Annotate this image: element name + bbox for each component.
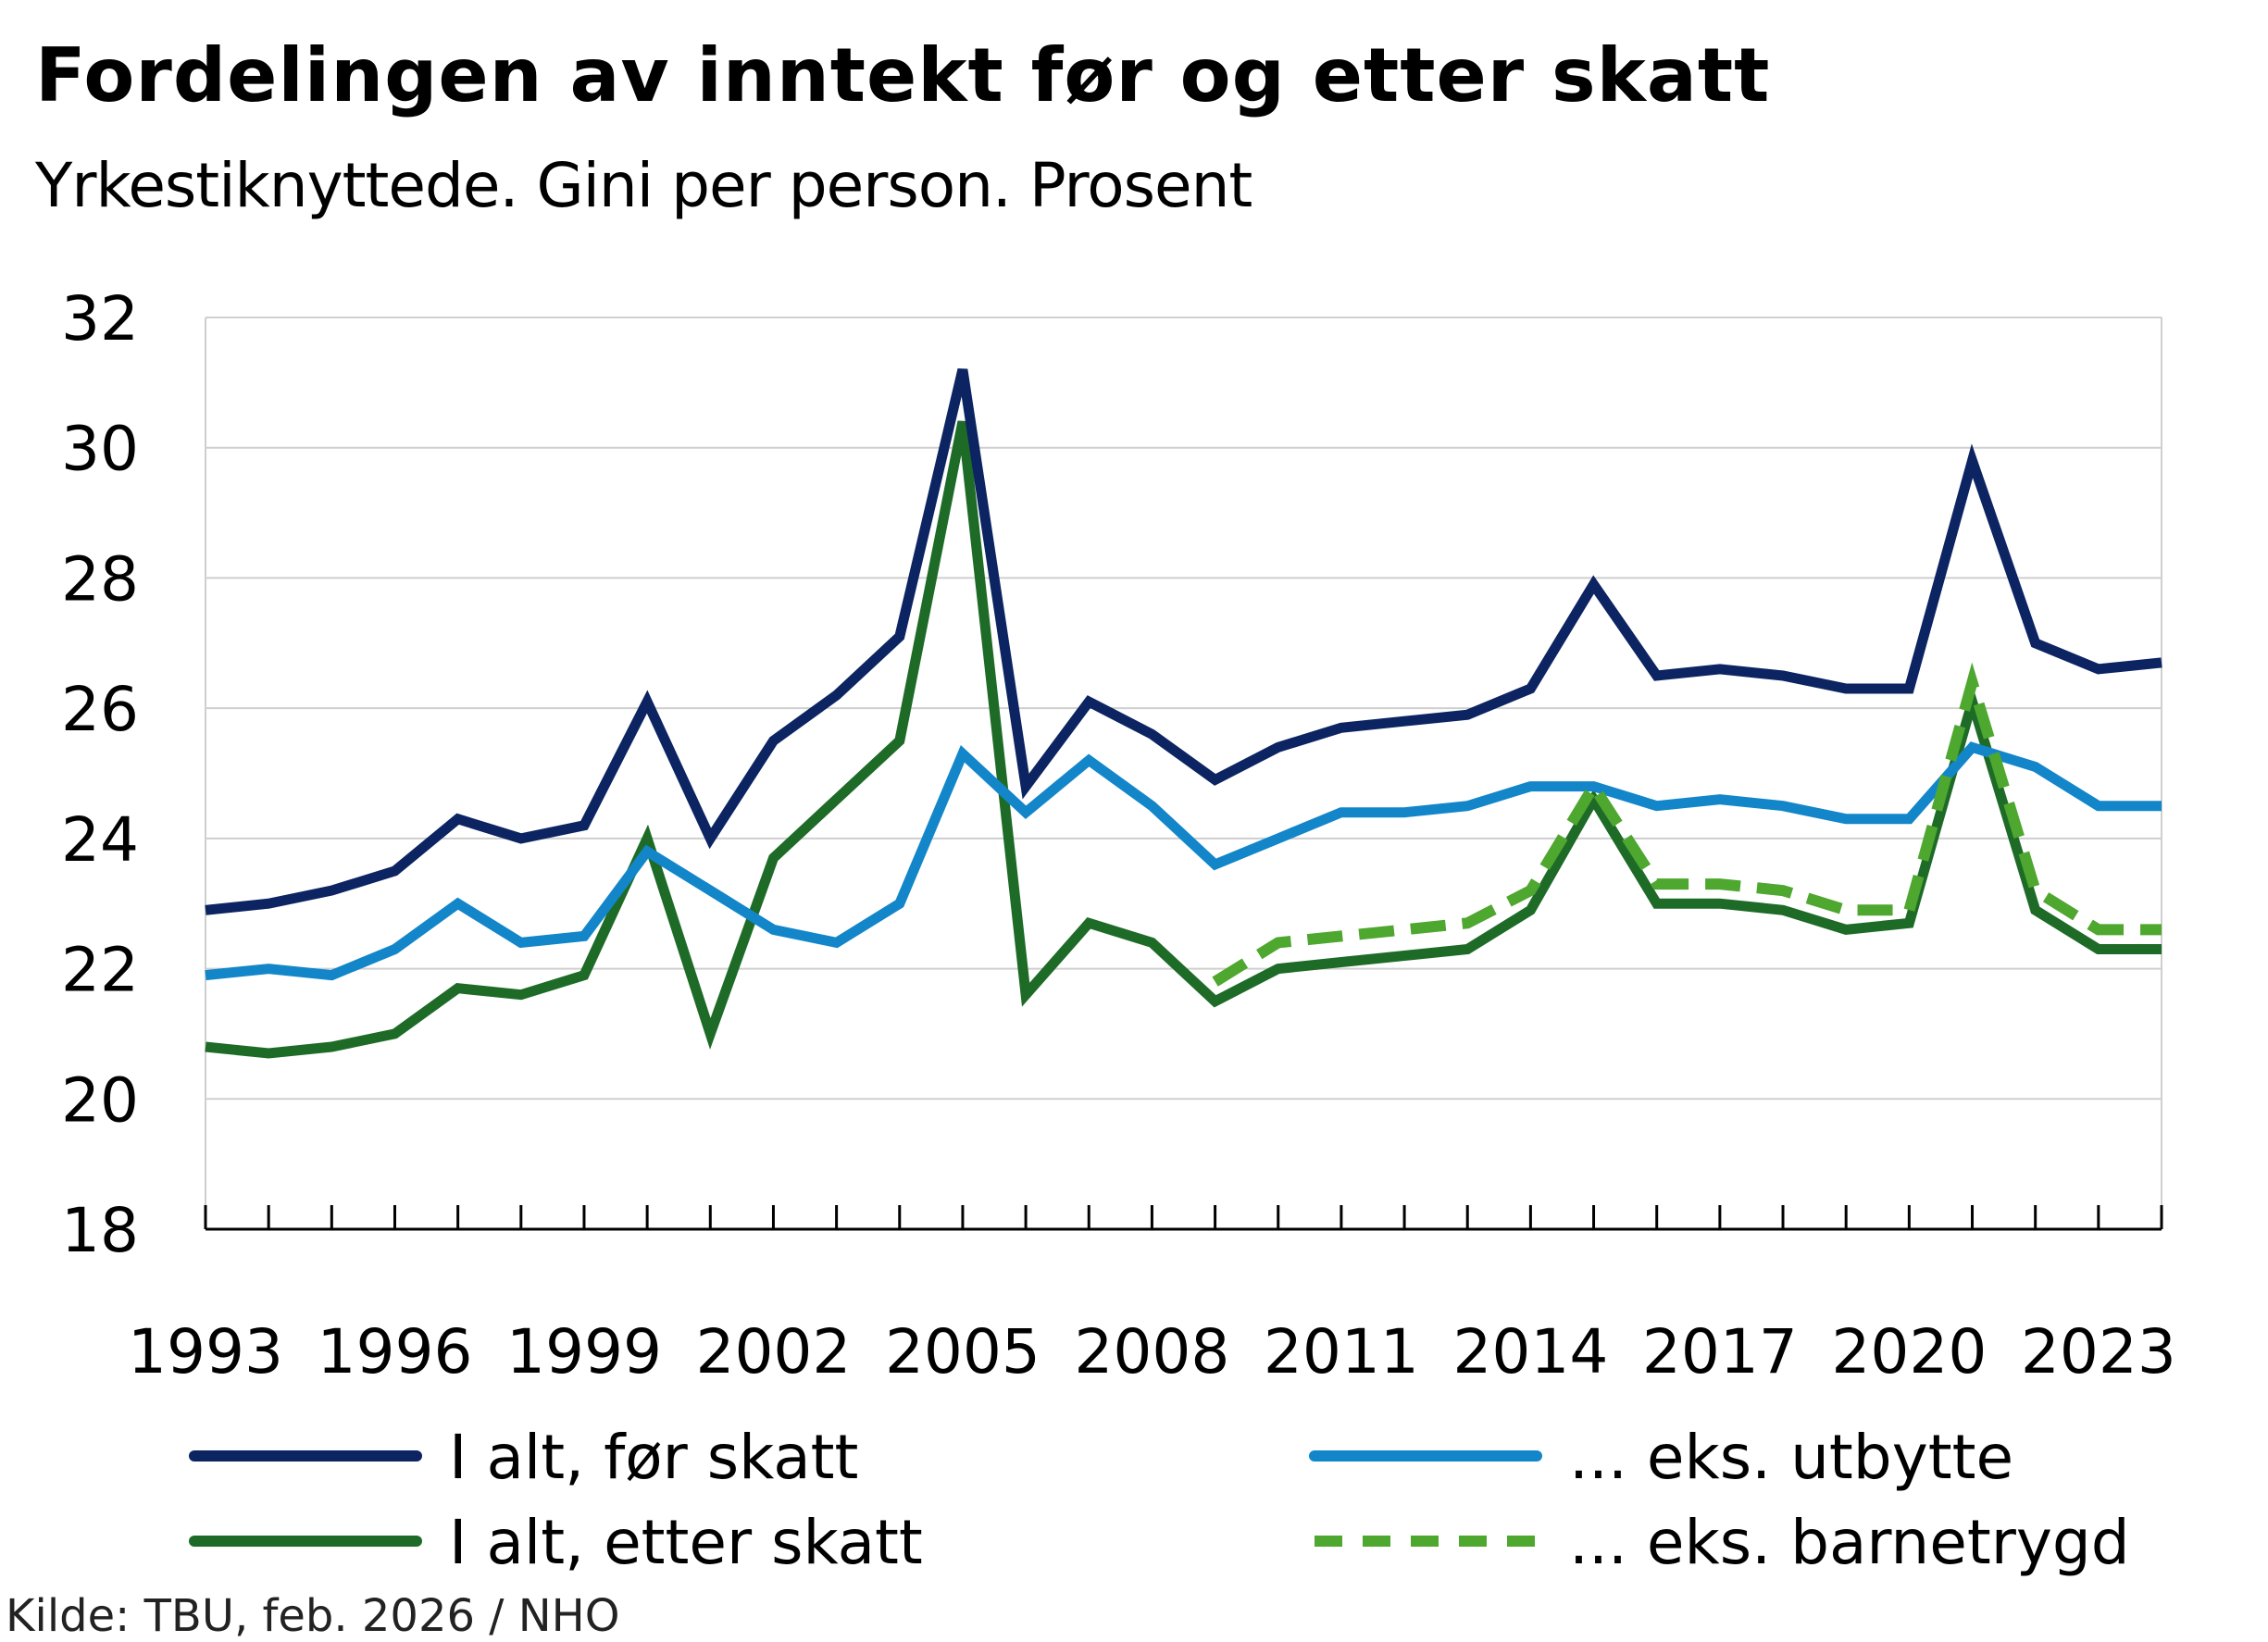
x-tick-label: 2020 bbox=[1831, 1316, 1987, 1387]
legend-label-1: ... eks. utbytte bbox=[1569, 1422, 2013, 1493]
series-line-0 bbox=[205, 368, 2162, 915]
x-tick-label: 2002 bbox=[695, 1316, 851, 1387]
series-line-2 bbox=[205, 420, 2162, 1059]
y-tick-label: 22 bbox=[61, 935, 139, 1006]
y-tick-label: 26 bbox=[61, 674, 139, 745]
y-tick-label: 28 bbox=[61, 543, 139, 615]
axes: 18 20 22 24 26 28 30 32 1993 1996 1999 2002 2005 2008… bbox=[61, 283, 2176, 1387]
chart-title: Fordelingen av inntekt før og etter skat… bbox=[35, 32, 1771, 118]
source-note: Kilde: TBU, feb. 2026 / NHO bbox=[6, 1590, 620, 1642]
legend-label-0: I alt, før skatt bbox=[449, 1422, 858, 1493]
x-tick-label: 2017 bbox=[1642, 1316, 1798, 1387]
x-tick-label: 2008 bbox=[1074, 1316, 1229, 1387]
y-tick-label: 20 bbox=[61, 1064, 139, 1136]
series-lines bbox=[205, 368, 2162, 1059]
y-tick-label: 18 bbox=[61, 1195, 139, 1266]
series-line-1 bbox=[205, 741, 2162, 981]
x-tick-label: 1996 bbox=[317, 1316, 472, 1387]
legend: I alt, før skatt ... eks. utbytte I alt, e… bbox=[189, 1422, 2130, 1578]
gridlines bbox=[205, 317, 2162, 1229]
y-tick-label: 30 bbox=[61, 414, 139, 485]
x-tick-label: 2005 bbox=[885, 1316, 1041, 1387]
legend-label-3: ... eks. barnetrygd bbox=[1569, 1507, 2130, 1578]
x-tick-label: 2023 bbox=[2021, 1316, 2176, 1387]
y-tick-label: 32 bbox=[61, 283, 139, 355]
legend-label-2: I alt, etter skatt bbox=[449, 1507, 923, 1578]
chart-subtitle: Yrkestiknyttede. Gini per person. Prosen… bbox=[35, 150, 1252, 221]
x-tick-label: 1999 bbox=[506, 1316, 662, 1387]
series-line-3 bbox=[1212, 662, 2162, 987]
x-tick-label: 2014 bbox=[1452, 1316, 1608, 1387]
x-tick-label: 1993 bbox=[128, 1316, 283, 1387]
x-tick-label: 2011 bbox=[1264, 1316, 1419, 1387]
y-tick-label: 24 bbox=[61, 804, 139, 876]
